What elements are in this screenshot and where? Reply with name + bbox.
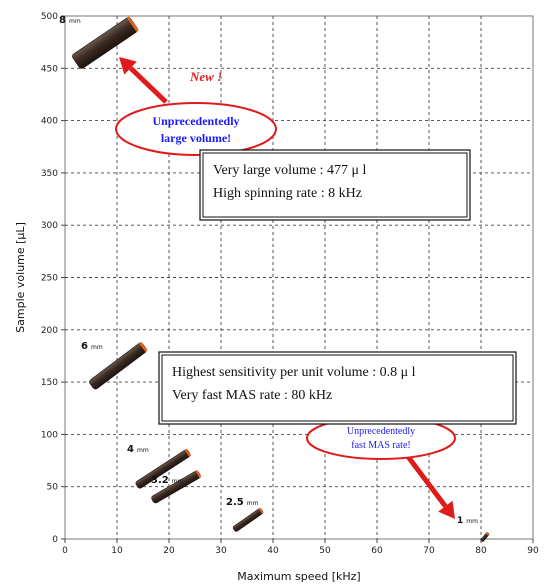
rotor-body	[151, 470, 201, 504]
y-tick-label: 200	[41, 326, 58, 336]
x-tick-label: 80	[475, 546, 487, 556]
rotor-cap	[126, 16, 139, 33]
y-tick-label: 450	[41, 64, 58, 74]
y-tick-label: 300	[41, 221, 58, 231]
rotor-size-label: 3.2 mm	[151, 475, 184, 486]
rotor-2.5mm	[232, 507, 264, 532]
info-box-large-volume-inner	[202, 152, 468, 218]
y-tick-label: 250	[41, 274, 58, 284]
x-tick-label: 90	[527, 546, 539, 556]
x-axis-label: Maximum speed [kHz]	[237, 570, 360, 583]
info-box-large-volume	[199, 149, 471, 221]
callout-large-line1: Unprecedentedly	[152, 114, 239, 128]
annotations-layer: New ! Unprecedentedly large volume! Unprece…	[115, 57, 517, 519]
rotor-size-label: 8 mm	[59, 15, 81, 26]
callout-fast-line1: Unprecedentedly	[347, 426, 415, 437]
rotor-8mm	[72, 16, 139, 69]
info-box-fast-mas-inner	[161, 354, 514, 422]
y-tick-label: 350	[41, 169, 58, 179]
rotor-size-label: 2.5 mm	[226, 497, 259, 508]
x-tick-label: 50	[319, 546, 331, 556]
rotor-3.2mm	[151, 470, 202, 504]
info-box-fast-mas-line1: Highest sensitivity per unit volume : 0.…	[172, 365, 416, 380]
callout-large-line2: large volume!	[161, 131, 231, 145]
x-tick-label: 0	[62, 546, 68, 556]
callout-fast-line2: fast MAS rate!	[351, 440, 410, 451]
rotor-body	[232, 508, 264, 532]
arrow-large-volume-shaft	[128, 66, 168, 104]
info-box-fast-mas	[158, 351, 517, 425]
rotor-unit-label: mm	[91, 344, 103, 351]
y-axis-label: Sample volume [μL]	[14, 222, 27, 333]
rotor-6mm	[89, 341, 148, 390]
arrow-large-volume-head	[119, 57, 137, 75]
arrow-fast-mas-shaft	[404, 452, 448, 508]
new-label: New !	[189, 69, 222, 84]
y-tick-label: 100	[41, 430, 58, 440]
rotor-unit-label: mm	[69, 18, 81, 25]
x-tick-label: 30	[215, 546, 227, 556]
info-box-fast-mas-line2: Very fast MAS rate : 80 kHz	[172, 388, 332, 403]
rotor-unit-label: mm	[172, 478, 184, 485]
rotor-cap	[184, 448, 192, 457]
rotor-cap	[138, 341, 148, 353]
x-tick-label: 60	[371, 546, 383, 556]
plot-area: 0 10 20 30 40 50 60 70 80 90 0 50 100 150 200 250 300 350…	[14, 12, 539, 583]
rotor-unit-label: mm	[466, 518, 478, 525]
rotor-unit-label: mm	[137, 447, 149, 454]
y-tick-label: 400	[41, 117, 58, 127]
rotor-cap	[258, 507, 264, 514]
x-tick-label: 20	[163, 546, 175, 556]
arrow-fast-mas-head	[438, 500, 455, 519]
info-box-large-volume-line2: High spinning rate : 8 kHz	[213, 186, 362, 201]
y-tick-label: 500	[41, 12, 58, 22]
rotor-4mm	[135, 448, 192, 489]
x-tick-label: 40	[267, 546, 279, 556]
rotor-1mm	[480, 532, 490, 542]
rotor-cap	[485, 532, 490, 536]
rotor-unit-label: mm	[247, 500, 259, 507]
rotor-cap	[195, 470, 202, 479]
y-tick-label: 0	[52, 535, 58, 545]
callout-large-volume	[115, 102, 277, 156]
x-tick-label: 70	[423, 546, 435, 556]
y-tick-label: 150	[41, 378, 58, 388]
rotor-size-label: 4 mm	[127, 444, 149, 455]
rotor-size-label: 1 mm	[457, 516, 478, 526]
info-box-large-volume-line1: Very large volume : 477 μ l	[213, 163, 367, 178]
rotor-body	[135, 449, 191, 489]
y-tick-label: 50	[47, 483, 59, 493]
x-tick-label: 10	[111, 546, 123, 556]
rotor-size-label: 6 mm	[81, 341, 103, 352]
